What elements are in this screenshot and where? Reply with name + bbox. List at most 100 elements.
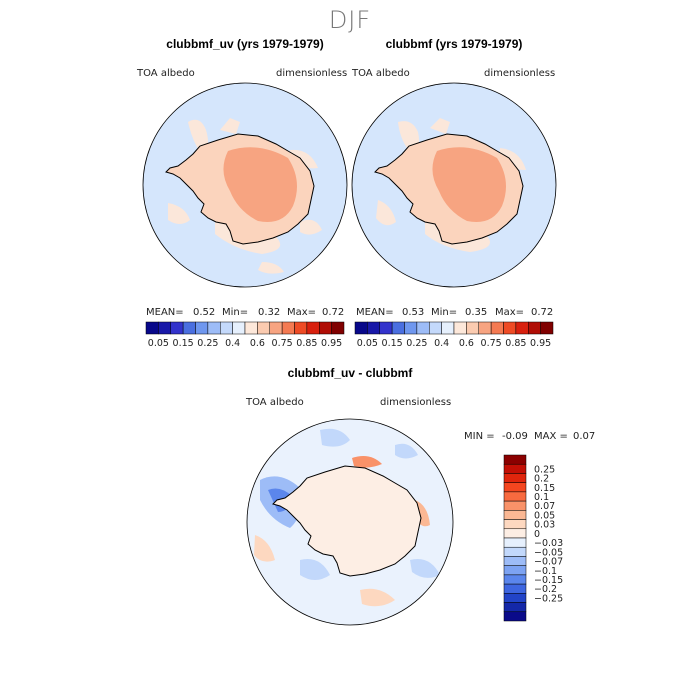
- colorbar1-swatch: [232, 321, 246, 335]
- colorbar-diff-swatch: [503, 519, 527, 530]
- colorbar-diff-swatch: [503, 537, 527, 548]
- panel1-map: [142, 82, 348, 288]
- colorbar2-tick-label: 0.85: [505, 338, 526, 349]
- colorbar2-swatch: [367, 321, 380, 335]
- colorbar-diff-tick-label: 0.25: [534, 464, 555, 475]
- colorbar1-tick-label: 0.05: [148, 338, 169, 349]
- panel1-max-value: 0.72: [322, 307, 345, 318]
- colorbar-diff-tick-label: 0.2: [534, 474, 549, 485]
- colorbar-diff-swatch: [503, 593, 527, 603]
- colorbar2-swatch: [540, 321, 554, 335]
- panel2-min-value: 0.35: [465, 307, 488, 318]
- colorbar2-swatch: [453, 321, 467, 335]
- panel2-min-label: Min=: [431, 307, 458, 318]
- panel1-min-value: 0.32: [258, 307, 281, 318]
- colorbar1-swatch: [269, 321, 283, 335]
- colorbar1-tick-label: 0.85: [296, 338, 317, 349]
- colorbar1-swatch: [220, 321, 233, 335]
- colorbar2-tick-label: 0.25: [406, 338, 427, 349]
- colorbar-diff-tick-label: 0.1: [534, 492, 549, 503]
- colorbar1-swatch: [158, 321, 171, 335]
- colorbar-diff-swatch: [503, 473, 527, 483]
- colorbar-diff-tick-label: 0.05: [534, 510, 555, 521]
- panel1-max-label: Max=: [287, 307, 317, 318]
- colorbar2-swatch: [515, 321, 529, 335]
- colorbar-diff-tick-label: −0.03: [534, 538, 563, 549]
- diff-units-label: dimensionless: [380, 397, 452, 408]
- diff-map: [246, 418, 454, 626]
- diff-panel-title: clubbmf_uv - clubbmf: [287, 366, 413, 380]
- colorbar-diff-tick-label: 0.03: [534, 520, 555, 531]
- panel2-max-label: Max=: [495, 307, 525, 318]
- colorbar-diff-swatch: [503, 482, 527, 493]
- colorbar2-tick-label: 0.4: [434, 338, 449, 349]
- colorbar2-tick-label: 0.95: [530, 338, 551, 349]
- colorbar-diff-tick-label: −0.05: [534, 547, 563, 558]
- panel2-mean-label: MEAN=: [356, 307, 394, 318]
- colorbar-diff-swatch: [503, 454, 527, 465]
- colorbar-diff-swatch: [503, 556, 527, 566]
- colorbar1-swatch: [195, 321, 209, 335]
- colorbar2-tick-label: 0.05: [357, 338, 378, 349]
- colorbar1-tick-label: 0.25: [197, 338, 218, 349]
- colorbar1-tick-label: 0.6: [250, 338, 265, 349]
- colorbar2-tick-label: 0.75: [481, 338, 502, 349]
- colorbar-diff-tick-label: 0.07: [534, 501, 555, 512]
- colorbar1-swatch: [170, 321, 184, 335]
- colorbar-diff-swatch: [503, 546, 527, 557]
- panel2-units-label: dimensionless: [484, 68, 556, 79]
- panel2-map: [351, 82, 557, 288]
- colorbar2-swatch: [478, 321, 492, 335]
- colorbar-diff-tick-label: 0: [534, 529, 540, 540]
- colorbar1-swatch: [207, 321, 221, 335]
- colorbar2-swatch: [528, 321, 541, 335]
- colorbar-diff-swatch: [503, 528, 527, 539]
- panel2-mean-value: 0.53: [402, 307, 425, 318]
- colorbar-diff-swatch: [503, 463, 527, 474]
- colorbar1-swatch: [182, 321, 196, 335]
- diff-min-label: MIN =: [464, 431, 495, 442]
- panel2-max-value: 0.72: [531, 307, 554, 318]
- panel2-variable-label: TOA albedo: [352, 68, 410, 79]
- colorbar-diff-swatch: [503, 583, 527, 594]
- colorbar1-swatch: [306, 321, 320, 335]
- colorbar-diff-tick-label: −0.15: [534, 575, 563, 586]
- colorbar-panel2: 0.05 0.15 0.25 0.4 0.6 0.75 0.85 0.95: [354, 321, 554, 349]
- colorbar2-tick-label: 0.6: [459, 338, 474, 349]
- colorbar2-swatch: [379, 321, 393, 335]
- colorbar-diff-tick-label: 0.15: [534, 483, 555, 494]
- diff-min-value: -0.09: [502, 431, 528, 442]
- colorbar-diff-tick-label: −0.25: [534, 593, 563, 604]
- colorbar-diff-tick-label: −0.2: [534, 584, 557, 595]
- colorbar2-tick-label: 0.15: [382, 338, 403, 349]
- colorbar-panel1: 0.05 0.15 0.25 0.4 0.6 0.75 0.85 0.95: [145, 321, 345, 349]
- colorbar2-swatch: [404, 321, 418, 335]
- colorbar1-swatch: [294, 321, 308, 335]
- colorbar2-swatch: [466, 321, 479, 335]
- colorbar1-swatch: [281, 321, 295, 335]
- panel1-variable-label: TOA albedo: [137, 68, 195, 79]
- diff-variable-label: TOA albedo: [246, 397, 304, 408]
- colorbar-diff-swatch: [503, 602, 527, 613]
- colorbar1-tick-label: 0.95: [321, 338, 342, 349]
- colorbar-diff: 0.250.20.150.10.070.050.030−0.03−0.05−0.…: [503, 454, 563, 622]
- figure-title: DJF: [328, 6, 372, 34]
- colorbar-diff-tick-label: −0.07: [534, 557, 563, 568]
- panel1-min-label: Min=: [222, 307, 249, 318]
- colorbar1-swatch: [331, 321, 345, 335]
- colorbar1-tick-label: 0.15: [173, 338, 194, 349]
- colorbar2-swatch: [503, 321, 517, 335]
- panel1-title: clubbmf_uv (yrs 1979-1979): [166, 37, 324, 51]
- colorbar2-swatch: [354, 321, 368, 335]
- colorbar1-tick-label: 0.75: [272, 338, 293, 349]
- diff-max-label: MAX =: [534, 431, 568, 442]
- colorbar2-swatch: [416, 321, 430, 335]
- colorbar-diff-swatch: [503, 500, 527, 511]
- panel1-units-label: dimensionless: [276, 68, 348, 79]
- colorbar1-swatch: [244, 321, 258, 335]
- colorbar1-swatch: [145, 321, 159, 335]
- colorbar2-swatch: [391, 321, 405, 335]
- colorbar1-swatch: [319, 321, 332, 335]
- panel1-mean-label: MEAN=: [146, 307, 184, 318]
